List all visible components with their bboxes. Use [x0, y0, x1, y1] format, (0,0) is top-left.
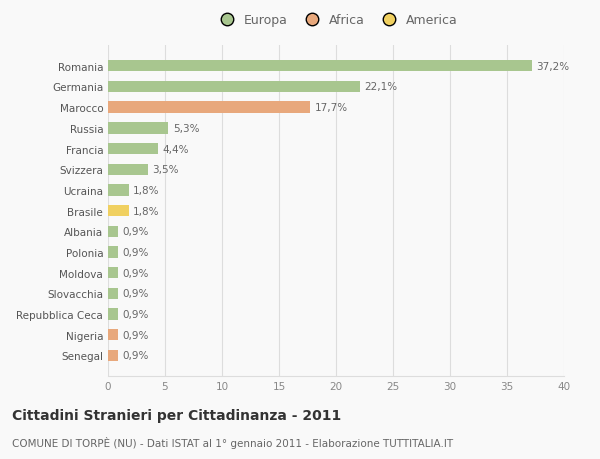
Text: 0,9%: 0,9%	[123, 351, 149, 361]
Bar	[108, 330, 118, 341]
Text: 0,9%: 0,9%	[123, 268, 149, 278]
Text: 22,1%: 22,1%	[365, 82, 398, 92]
Bar	[108, 247, 118, 258]
Text: 3,5%: 3,5%	[152, 165, 179, 175]
Bar	[108, 268, 118, 279]
Bar	[108, 164, 148, 175]
Bar	[108, 309, 118, 320]
Text: 1,8%: 1,8%	[133, 206, 160, 216]
Bar	[108, 288, 118, 299]
Bar	[108, 144, 158, 155]
Bar	[108, 226, 118, 237]
Bar	[108, 350, 118, 361]
Text: Cittadini Stranieri per Cittadinanza - 2011: Cittadini Stranieri per Cittadinanza - 2…	[12, 409, 341, 422]
Text: 0,9%: 0,9%	[123, 330, 149, 340]
Text: 5,3%: 5,3%	[173, 123, 199, 134]
Text: COMUNE DI TORPÈ (NU) - Dati ISTAT al 1° gennaio 2011 - Elaborazione TUTTITALIA.I: COMUNE DI TORPÈ (NU) - Dati ISTAT al 1° …	[12, 436, 453, 448]
Text: 37,2%: 37,2%	[536, 62, 570, 72]
Bar	[108, 61, 532, 72]
Bar	[108, 123, 169, 134]
Bar	[108, 185, 128, 196]
Text: 0,9%: 0,9%	[123, 309, 149, 319]
Text: 1,8%: 1,8%	[133, 185, 160, 196]
Text: 0,9%: 0,9%	[123, 247, 149, 257]
Bar	[108, 102, 310, 113]
Bar	[108, 206, 128, 217]
Legend: Europa, Africa, America: Europa, Africa, America	[209, 9, 463, 32]
Bar	[108, 82, 360, 93]
Text: 0,9%: 0,9%	[123, 227, 149, 237]
Text: 17,7%: 17,7%	[314, 103, 347, 113]
Text: 0,9%: 0,9%	[123, 289, 149, 299]
Text: 4,4%: 4,4%	[163, 144, 189, 154]
